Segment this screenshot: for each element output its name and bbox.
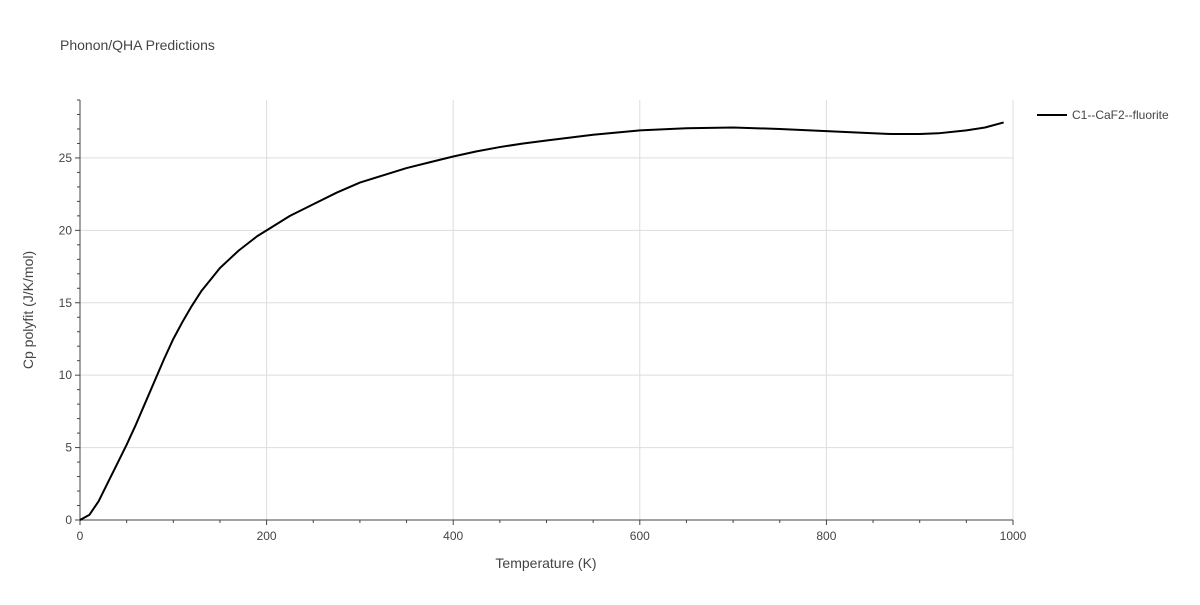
x-tick-label: 0 bbox=[77, 529, 84, 543]
grid-lines bbox=[80, 100, 1014, 520]
chart-title: Phonon/QHA Predictions bbox=[60, 37, 215, 53]
legend[interactable]: C1--CaF2--fluorite bbox=[1037, 108, 1169, 122]
series-line bbox=[79, 121, 1004, 521]
y-tick-label: 5 bbox=[65, 441, 72, 455]
axes bbox=[75, 99, 1014, 525]
y-tick-label: 15 bbox=[59, 296, 73, 310]
x-tick-label: 400 bbox=[443, 529, 463, 543]
y-tick-label: 0 bbox=[65, 513, 72, 527]
x-axis-label: Temperature (K) bbox=[495, 555, 596, 571]
y-axis-label: Cp polyfit (J/K/mol) bbox=[20, 251, 36, 369]
x-tick-label: 200 bbox=[257, 529, 277, 543]
legend-label: C1--CaF2--fluorite bbox=[1072, 108, 1169, 122]
x-tick-label: 800 bbox=[816, 529, 836, 543]
legend-item[interactable]: C1--CaF2--fluorite bbox=[1037, 108, 1169, 122]
x-tick-label: 1000 bbox=[1000, 529, 1027, 543]
y-tick-label: 10 bbox=[59, 368, 73, 382]
tick-labels: 0 200 400 600 800 1000 0 5 10 15 20 25 bbox=[59, 151, 1027, 543]
y-tick-label: 20 bbox=[59, 223, 73, 237]
y-tick-label: 25 bbox=[59, 151, 73, 165]
series-lines bbox=[79, 121, 1004, 521]
x-tick-label: 600 bbox=[630, 529, 650, 543]
